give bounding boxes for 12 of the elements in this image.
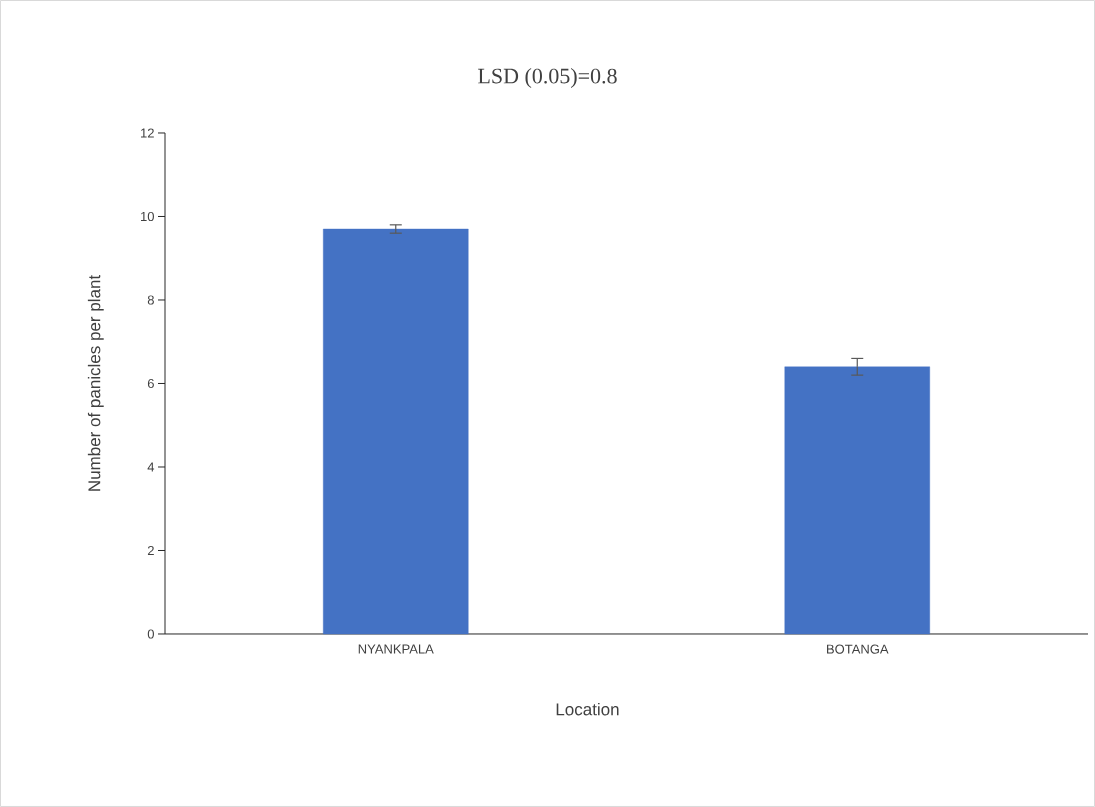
y-tick-label: 8 [147, 295, 154, 305]
x-tick-label: NYANKPALA [358, 644, 434, 654]
y-tick-label: 6 [147, 378, 154, 389]
y-axis-title: Number of panicles per plant [87, 274, 104, 491]
y-tick-label: 10 [141, 211, 154, 222]
y-tick-label: 2 [147, 545, 154, 556]
y-tick-label: 4 [147, 462, 155, 472]
y-tick-label: 12 [141, 128, 154, 138]
x-axis-title: Location [556, 702, 619, 716]
x-tick-label: BOTANGA [827, 644, 889, 654]
y-tick-label: 0 [147, 629, 154, 639]
chart-title: LSD (0.05)=0.8 [478, 68, 617, 88]
